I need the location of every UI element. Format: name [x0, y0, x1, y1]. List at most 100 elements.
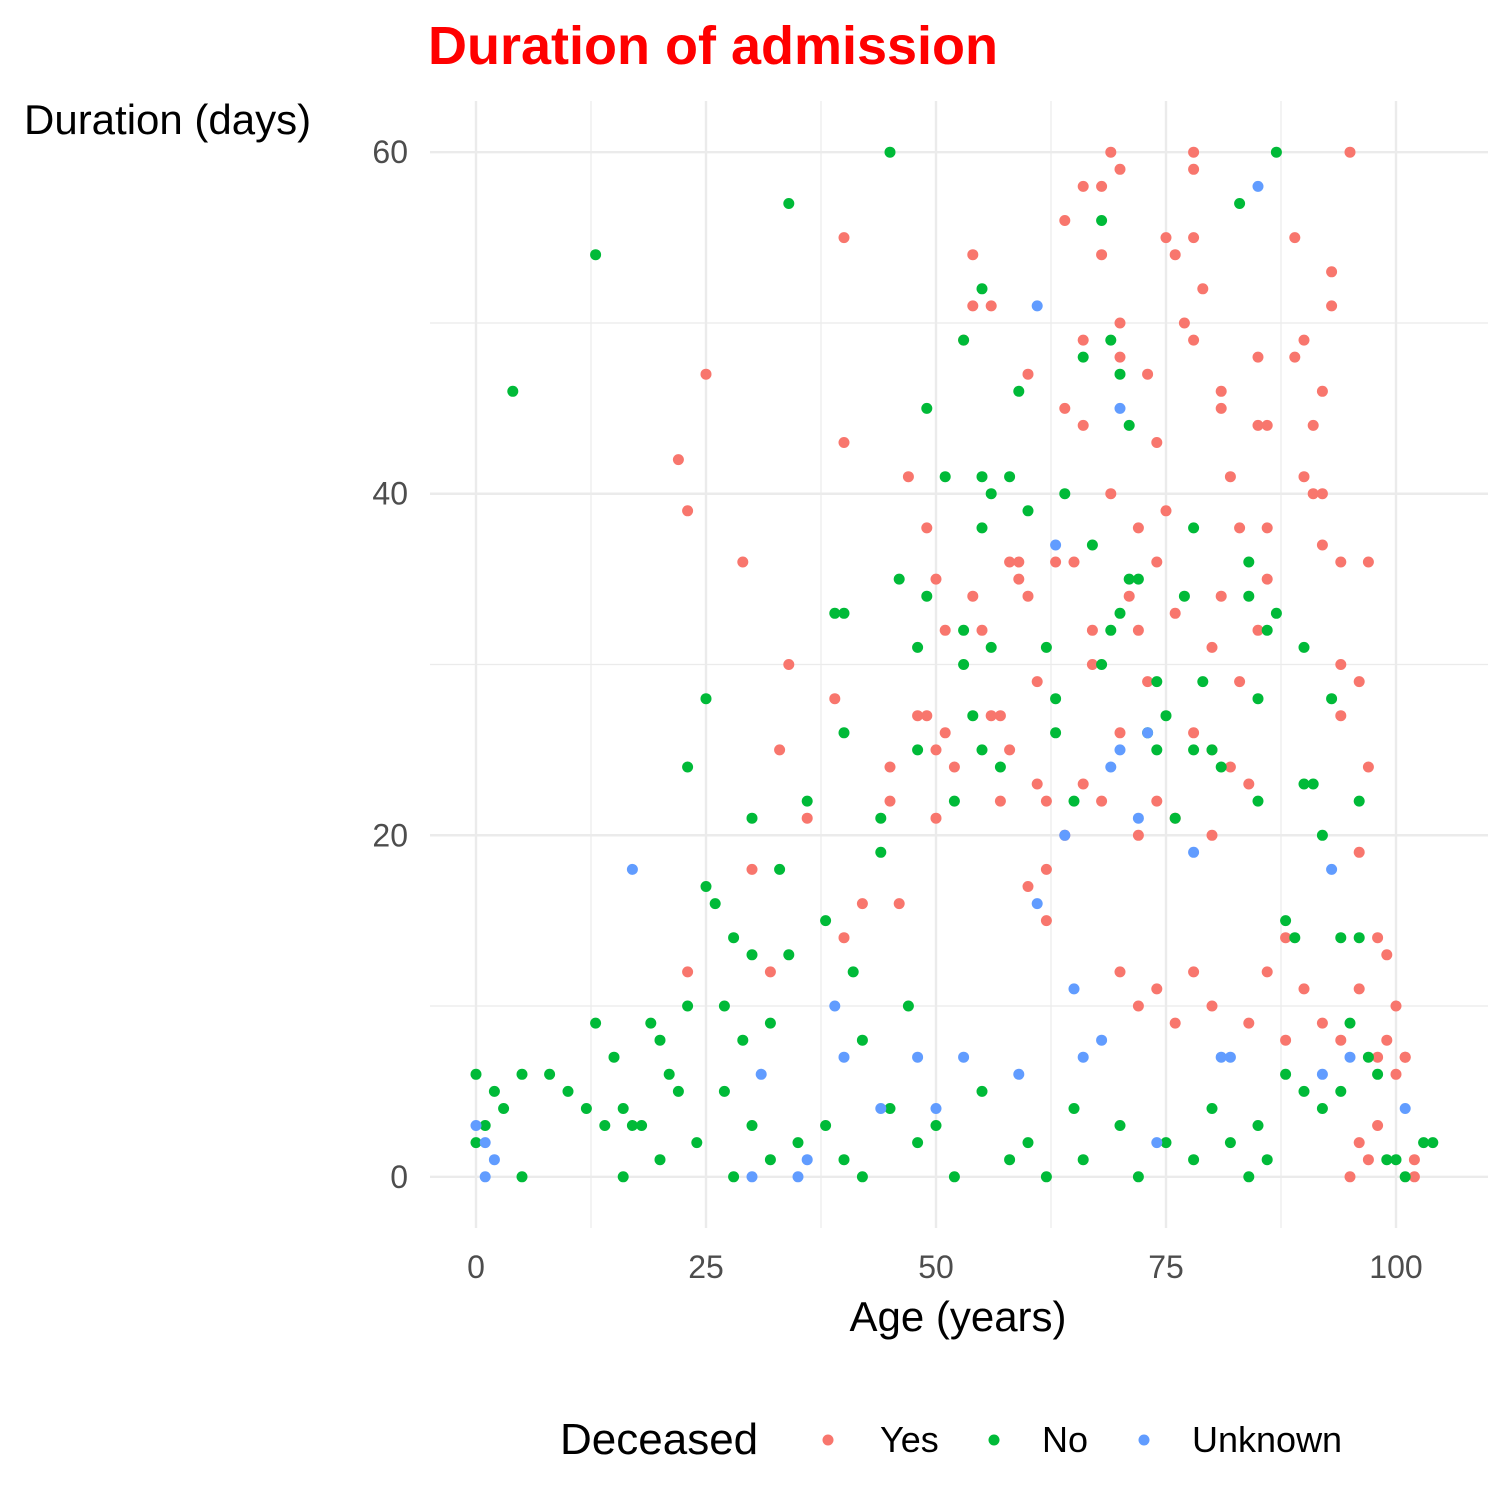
data-point	[663, 1068, 675, 1080]
data-point	[1077, 1154, 1089, 1166]
data-point	[1316, 385, 1328, 397]
data-point	[1399, 1171, 1411, 1183]
data-point	[1316, 829, 1328, 841]
data-point	[764, 966, 776, 978]
data-point	[1326, 693, 1338, 705]
data-point	[1252, 180, 1264, 192]
data-point	[1040, 863, 1052, 875]
data-point	[958, 659, 970, 670]
data-point	[1013, 556, 1025, 568]
y-tick-label: 0	[390, 1159, 408, 1195]
data-point	[985, 488, 997, 500]
data-point	[838, 727, 850, 739]
data-point	[994, 795, 1006, 807]
data-point	[801, 1154, 813, 1166]
data-point	[1040, 1171, 1052, 1183]
data-point	[1086, 624, 1098, 636]
data-point	[1096, 1034, 1108, 1046]
data-point	[838, 932, 850, 944]
data-point	[1307, 778, 1319, 790]
data-point	[1353, 932, 1365, 944]
data-point	[801, 795, 813, 807]
x-tick-label: 75	[1148, 1249, 1184, 1285]
data-point	[1206, 829, 1218, 841]
data-point	[1132, 573, 1144, 585]
data-point	[1298, 983, 1310, 995]
data-point	[792, 1171, 804, 1183]
data-point	[1188, 146, 1200, 158]
data-point	[1381, 1154, 1393, 1166]
data-point	[1160, 505, 1172, 517]
data-point	[930, 812, 942, 824]
x-tick-label: 0	[467, 1249, 485, 1285]
data-point	[1114, 727, 1126, 739]
data-point	[1372, 1051, 1384, 1063]
data-point	[1261, 419, 1273, 431]
data-point	[1160, 232, 1172, 244]
data-point	[1197, 283, 1209, 295]
data-point	[1114, 744, 1126, 756]
data-point	[1123, 419, 1135, 431]
data-point	[948, 795, 960, 807]
data-point	[700, 881, 712, 892]
data-point	[1031, 898, 1043, 910]
data-point	[1243, 1017, 1255, 1029]
data-point	[1022, 1137, 1034, 1149]
data-point	[1335, 556, 1347, 568]
data-point	[617, 1103, 629, 1114]
data-point	[875, 812, 887, 824]
data-point	[783, 659, 795, 670]
data-point	[884, 146, 896, 158]
data-point	[939, 624, 951, 636]
data-point	[912, 1137, 924, 1149]
data-point	[1335, 1085, 1347, 1097]
data-point	[921, 402, 933, 414]
data-point	[1086, 659, 1098, 670]
data-point	[838, 1154, 850, 1166]
data-point	[1068, 983, 1080, 995]
data-point	[1022, 368, 1034, 380]
data-point	[967, 710, 979, 722]
data-point	[783, 949, 795, 961]
data-point	[1197, 676, 1209, 688]
data-point	[1169, 249, 1181, 261]
data-point	[1022, 590, 1034, 602]
data-point	[1132, 624, 1144, 636]
data-point	[1362, 1154, 1374, 1166]
data-point	[1169, 812, 1181, 824]
data-point	[1215, 1051, 1227, 1063]
data-point	[1151, 676, 1163, 688]
data-point	[875, 1103, 887, 1114]
data-point	[1114, 351, 1126, 363]
data-point	[1151, 795, 1163, 807]
data-point	[1234, 676, 1246, 688]
data-point	[1031, 300, 1043, 312]
chart-title: Duration of admission	[428, 16, 998, 76]
data-point	[1040, 641, 1052, 653]
data-point	[1114, 402, 1126, 414]
legend-key-yes	[822, 1434, 834, 1446]
data-point	[1188, 232, 1200, 244]
legend-title: Deceased	[560, 1415, 758, 1464]
legend-label-unknown: Unknown	[1192, 1419, 1342, 1460]
data-point	[1316, 488, 1328, 500]
y-axis-title: Duration (days)	[24, 96, 311, 143]
data-point	[1068, 795, 1080, 807]
legend: Deceased Yes No Unknown	[560, 1415, 1342, 1464]
data-point	[1077, 334, 1089, 346]
data-point	[1289, 232, 1301, 244]
data-point	[1224, 1137, 1236, 1149]
data-point	[1307, 488, 1319, 500]
data-point	[912, 641, 924, 653]
data-point	[590, 249, 602, 261]
data-point	[1142, 368, 1154, 380]
data-point	[1372, 1120, 1384, 1131]
data-point	[470, 1137, 482, 1149]
data-point	[838, 437, 850, 448]
data-point	[1427, 1137, 1439, 1149]
data-point	[1399, 1103, 1411, 1114]
data-point	[1316, 1068, 1328, 1080]
data-point	[1280, 1034, 1292, 1046]
data-point	[709, 898, 721, 910]
data-point	[1031, 676, 1043, 688]
